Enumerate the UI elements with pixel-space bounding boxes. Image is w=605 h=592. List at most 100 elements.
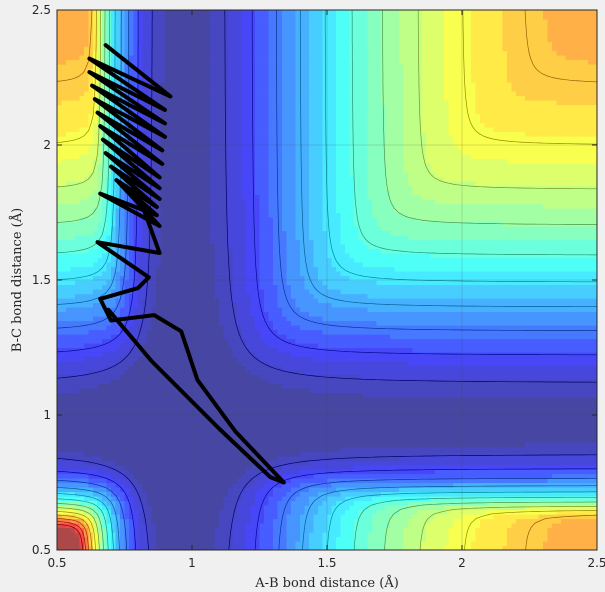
surface-cell (237, 32, 243, 38)
surface-cell (151, 73, 157, 79)
surface-cell (174, 235, 180, 241)
surface-cell (196, 235, 202, 241)
surface-cell (115, 41, 121, 47)
surface-cell (70, 455, 76, 461)
surface-cell (196, 163, 202, 169)
surface-cell (102, 343, 108, 349)
surface-cell (160, 203, 166, 209)
surface-cell (201, 217, 207, 223)
surface-cell (210, 172, 216, 178)
surface-cell (93, 541, 99, 547)
surface-cell (174, 163, 180, 169)
surface-cell (183, 302, 189, 308)
surface-cell (120, 455, 126, 461)
surface-cell (115, 397, 121, 403)
surface-cell (210, 77, 216, 83)
surface-cell (214, 37, 220, 43)
surface-cell (147, 518, 153, 524)
surface-cell (133, 226, 139, 232)
surface-cell (214, 271, 220, 277)
surface-cell (196, 487, 202, 493)
surface-cell (75, 338, 81, 344)
surface-cell (196, 284, 202, 290)
surface-cell (115, 32, 121, 38)
surface-cell (79, 100, 85, 106)
surface-cell (178, 518, 184, 524)
surface-cell (232, 158, 238, 164)
surface-cell (75, 406, 81, 412)
surface-cell (187, 226, 193, 232)
surface-cell (66, 235, 72, 241)
surface-cell (61, 172, 67, 178)
surface-cell (97, 235, 103, 241)
surface-cell (232, 545, 238, 550)
surface-cell (97, 397, 103, 403)
surface-cell (156, 379, 162, 385)
surface-cell (174, 514, 180, 520)
surface-cell (196, 212, 202, 218)
surface-cell (228, 541, 234, 547)
surface-cell (129, 374, 135, 380)
surface-cell (70, 68, 76, 74)
surface-cell (93, 415, 99, 421)
surface-cell (214, 410, 220, 416)
surface-cell (192, 181, 198, 187)
surface-cell (97, 19, 103, 25)
surface-cell (93, 392, 99, 398)
surface-cell (79, 59, 85, 65)
surface-cell (228, 46, 234, 52)
surface-cell (124, 500, 130, 506)
surface-cell (156, 298, 162, 304)
surface-cell (187, 199, 193, 205)
surface-cell (219, 176, 225, 182)
surface-cell (183, 212, 189, 218)
surface-cell (61, 95, 67, 101)
surface-cell (214, 275, 220, 281)
surface-cell (160, 235, 166, 241)
surface-cell (75, 442, 81, 448)
surface-cell (214, 361, 220, 367)
surface-cell (214, 46, 220, 52)
surface-cell (174, 154, 180, 160)
surface-cell (183, 167, 189, 173)
surface-cell (138, 23, 144, 29)
surface-cell (178, 163, 184, 169)
surface-cell (169, 140, 175, 146)
surface-cell (160, 478, 166, 484)
surface-cell (84, 221, 90, 227)
surface-cell (232, 307, 238, 313)
surface-cell (205, 325, 211, 331)
surface-cell (178, 505, 184, 511)
surface-cell (133, 505, 139, 511)
surface-cell (237, 370, 243, 376)
surface-cell (187, 10, 193, 16)
surface-cell (124, 356, 130, 362)
surface-cell (183, 50, 189, 56)
surface-cell (133, 410, 139, 416)
surface-cell (201, 239, 207, 245)
surface-cell (237, 226, 243, 232)
surface-cell (228, 334, 234, 340)
surface-cell (192, 23, 198, 29)
surface-cell (147, 59, 153, 65)
surface-cell (124, 460, 130, 466)
surface-cell (165, 145, 171, 151)
surface-cell (187, 370, 193, 376)
surface-cell (61, 64, 67, 70)
surface-cell (241, 496, 247, 502)
surface-cell (115, 370, 121, 376)
surface-cell (70, 275, 76, 281)
surface-cell (237, 248, 243, 254)
surface-cell (84, 19, 90, 25)
surface-cell (228, 406, 234, 412)
surface-cell (228, 500, 234, 506)
surface-cell (205, 496, 211, 502)
surface-cell (232, 266, 238, 272)
surface-cell (61, 19, 67, 25)
surface-cell (223, 28, 229, 34)
surface-cell (187, 496, 193, 502)
surface-cell (133, 289, 139, 295)
surface-cell (174, 10, 180, 16)
surface-cell (205, 370, 211, 376)
surface-cell (84, 347, 90, 353)
